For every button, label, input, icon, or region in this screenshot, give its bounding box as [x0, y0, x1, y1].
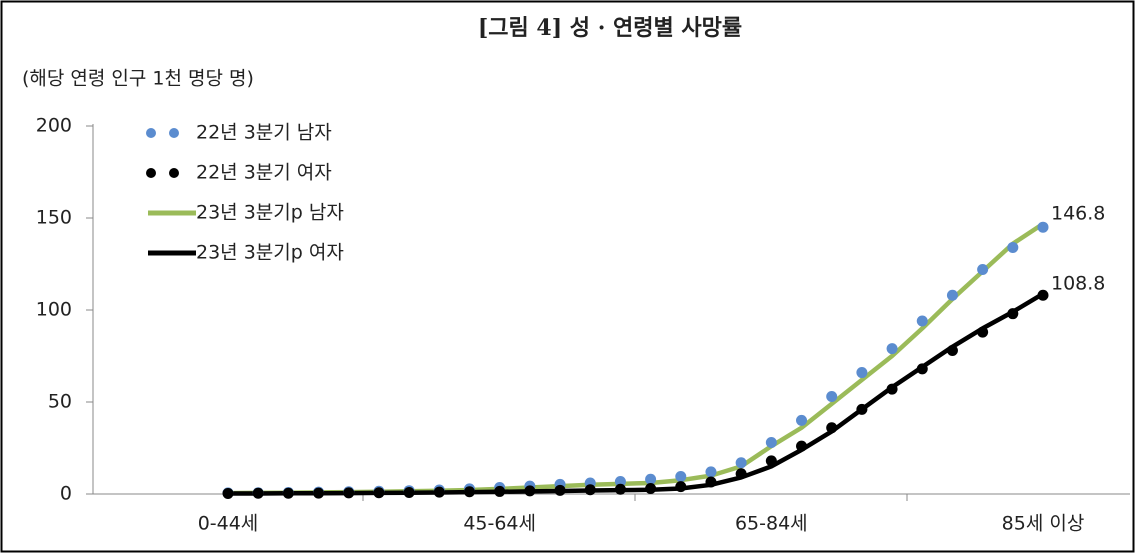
- series-dot: [765, 436, 777, 448]
- series-dot: [343, 487, 355, 499]
- series-dot: [403, 487, 415, 499]
- legend-label: 22년 3분기 남자: [196, 122, 332, 144]
- series-dot: [735, 457, 747, 469]
- series-dot: [584, 484, 596, 496]
- series-line: [228, 291, 1045, 496]
- series-dot: [252, 487, 264, 499]
- series-dot: [433, 486, 445, 498]
- series-dot: [796, 440, 808, 452]
- series-dot: [313, 487, 325, 499]
- y-tick-label: 100: [36, 299, 72, 321]
- series-dot: [946, 289, 958, 301]
- series-dot: [916, 315, 928, 327]
- series-dot: [977, 264, 989, 276]
- series-dot: [705, 466, 717, 478]
- series-dot: [463, 486, 475, 498]
- series-dot: [705, 476, 717, 488]
- series-dot: [675, 481, 687, 493]
- series-dot: [886, 383, 898, 395]
- series-dot: [946, 344, 958, 356]
- y-axis-label: (해당 연령 인구 1천 명당 명): [22, 68, 254, 90]
- series-dot: [826, 390, 838, 402]
- series-dot: [645, 482, 657, 494]
- series-dot: [856, 367, 868, 379]
- legend-marker: [146, 128, 156, 138]
- series-dot: [856, 403, 868, 415]
- legend-marker: [146, 168, 156, 178]
- series-dot: [282, 487, 294, 499]
- legend-label: 23년 3분기p 여자: [196, 242, 344, 264]
- series-dot: [614, 475, 626, 487]
- series-dot: [916, 363, 928, 375]
- series-dot: [524, 485, 536, 497]
- series-dot: [494, 485, 506, 497]
- x-tick-label: 45-64세: [463, 513, 536, 535]
- series-dot: [765, 455, 777, 467]
- series-dot: [1007, 241, 1019, 253]
- end-value-label: 108.8: [1051, 272, 1105, 294]
- series-dot: [977, 326, 989, 338]
- series-dot: [554, 484, 566, 496]
- legend-label: 23년 3분기p 남자: [196, 202, 344, 224]
- legend-marker: [169, 168, 179, 178]
- series-dot: [886, 343, 898, 355]
- series-dot: [735, 468, 747, 480]
- legend-marker: [169, 128, 179, 138]
- y-tick-label: 50: [48, 391, 72, 413]
- series-dot: [222, 487, 234, 499]
- y-tick-label: 150: [36, 207, 72, 229]
- chart-title: [그림 4] 성 · 연령별 사망률: [478, 15, 742, 41]
- end-value-label: 146.8: [1051, 202, 1105, 224]
- series-dot: [675, 471, 687, 483]
- legend-label: 22년 3분기 여자: [196, 162, 332, 184]
- series-dot: [614, 483, 626, 495]
- series-dot: [1007, 308, 1019, 320]
- y-tick-label: 0: [60, 483, 72, 505]
- series-dot: [1037, 289, 1049, 301]
- x-tick-label: 65-84세: [735, 513, 808, 535]
- x-tick-label: 85세 이상: [1002, 513, 1085, 535]
- series-dot: [645, 473, 657, 485]
- series-dot: [373, 487, 385, 499]
- series-dot: [796, 414, 808, 426]
- x-tick-label: 0-44세: [198, 513, 259, 535]
- series-dot: [826, 422, 838, 434]
- y-tick-label: 200: [36, 115, 72, 137]
- series-dot: [1037, 221, 1049, 233]
